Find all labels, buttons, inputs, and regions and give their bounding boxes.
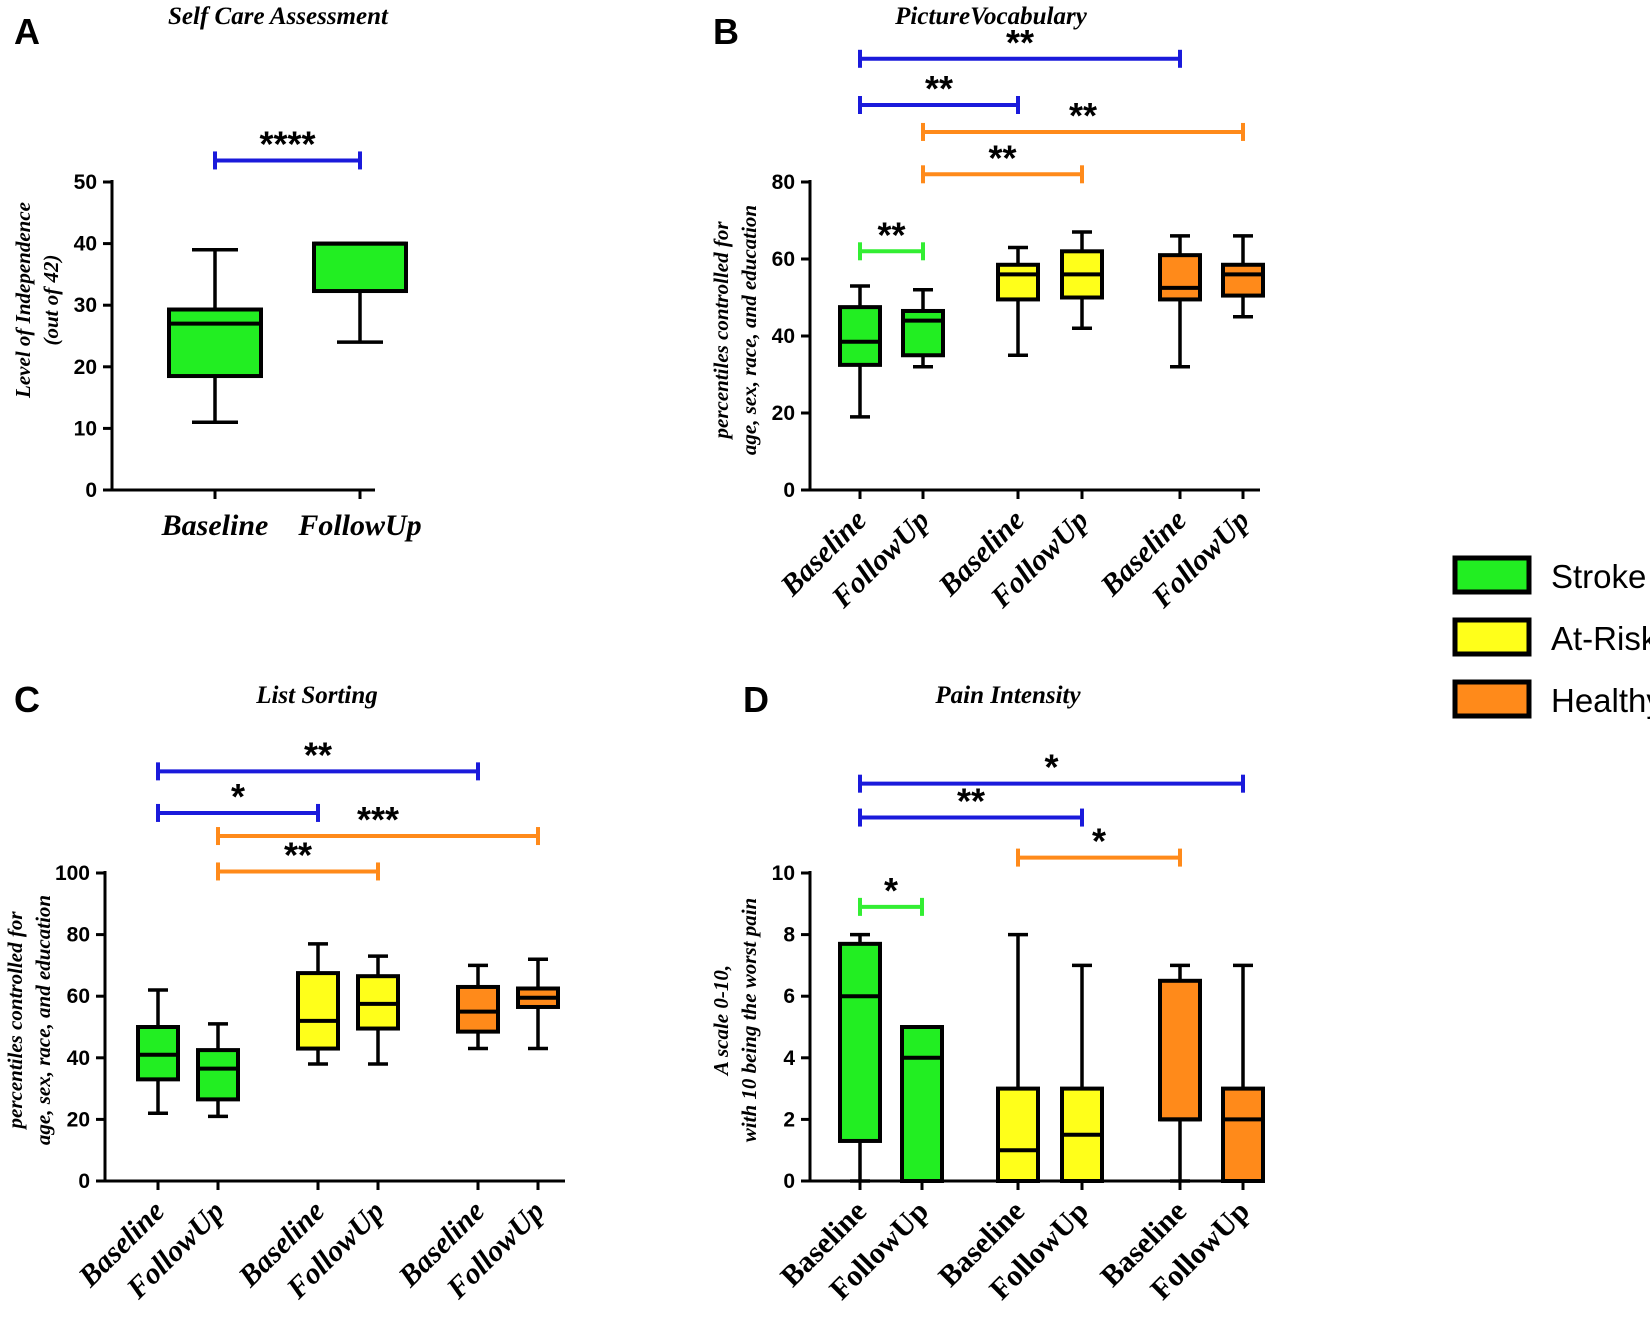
significance-label: ** <box>284 834 312 875</box>
y-tick-label: 0 <box>85 479 97 502</box>
significance-label: * <box>884 870 898 911</box>
significance-label: ** <box>957 781 985 822</box>
y-tick-label: 10 <box>772 862 795 885</box>
x-category-label: Baseline <box>161 509 269 542</box>
y-axis-label-line: (out of 42) <box>39 255 63 346</box>
significance-label: ** <box>925 68 953 109</box>
y-tick-label: 20 <box>772 402 795 425</box>
y-tick-label: 0 <box>783 1170 795 1193</box>
box-atrisk <box>296 971 340 1051</box>
chart-title: Self Care Assessment <box>168 3 389 30</box>
y-axis-label: Level of Independence (out of 42) <box>11 202 63 399</box>
legend-swatch-stroke <box>1452 555 1532 595</box>
y-tick-label: 40 <box>67 1047 90 1070</box>
legend-swatch-healthy <box>1452 679 1532 719</box>
y-axis-label-line: percentiles controlled for <box>709 221 733 441</box>
box-healthy <box>1158 253 1202 302</box>
y-axis-label: A scale 0-10, with 10 being the worst pai… <box>709 898 761 1142</box>
y-tick-label: 0 <box>783 479 795 502</box>
y-tick-label: 8 <box>783 924 795 947</box>
y-tick-label: 0 <box>78 1170 90 1193</box>
y-tick-label: 4 <box>783 1047 795 1070</box>
box-healthy <box>1221 262 1265 298</box>
panel-letter: B <box>713 11 739 52</box>
box-atrisk <box>996 262 1040 302</box>
panel-d: D Pain Intensity A scale 0-10, with 10 bein… <box>709 679 1265 1306</box>
significance-label: ** <box>1006 22 1034 63</box>
y-tick-label: 2 <box>783 1108 795 1131</box>
y-tick-label: 6 <box>783 985 795 1008</box>
y-axis-label-line: age, sex, race, and education <box>31 895 55 1145</box>
y-axis-label-line: A scale 0-10, <box>709 965 733 1077</box>
box-stroke <box>838 305 882 367</box>
significance-label: ** <box>988 137 1016 178</box>
y-tick-label: 80 <box>772 171 795 194</box>
y-tick-label: 20 <box>74 356 97 379</box>
y-axis-label-line: Level of Independence <box>11 202 35 399</box>
y-tick-label: 20 <box>67 1108 90 1131</box>
significance-label: * <box>1044 747 1058 788</box>
y-axis-label-line: percentiles controlled for <box>3 911 27 1131</box>
y-axis-label-line: with 10 being the worst pain <box>737 898 761 1142</box>
panel-b: B PictureVocabulary percentiles controlled… <box>709 3 1265 615</box>
y-axis-label-line: age, sex, race, and education <box>737 205 761 455</box>
box-stroke <box>900 1025 944 1183</box>
box-healthy <box>1221 1086 1265 1183</box>
panel-a: A Self Care Assessment Level of Independen… <box>11 3 422 542</box>
significance-label: **** <box>259 123 315 164</box>
box-stroke <box>196 1048 240 1102</box>
y-axis-label: percentiles controlled for age, sex, race… <box>709 205 761 455</box>
significance-label: ** <box>304 734 332 775</box>
box-healthy <box>1158 978 1202 1122</box>
y-tick-label: 30 <box>74 294 97 317</box>
y-tick-label: 40 <box>74 233 97 256</box>
significance-label: ** <box>877 214 905 255</box>
legend: Stroke At-Risk Healthy <box>1452 555 1650 719</box>
panel-c: C List Sorting percentiles controlled for a… <box>3 679 565 1306</box>
y-tick-label: 50 <box>74 171 97 194</box>
significance-label: *** <box>357 799 399 840</box>
significance-label: ** <box>1069 95 1097 136</box>
box-healthy <box>456 984 500 1034</box>
significance-label: * <box>1092 821 1106 862</box>
box-atrisk <box>996 1086 1040 1183</box>
significance-label: * <box>231 776 245 817</box>
legend-swatch-atrisk <box>1452 617 1532 657</box>
y-tick-label: 100 <box>55 862 90 885</box>
y-tick-label: 80 <box>67 924 90 947</box>
box-stroke <box>167 307 263 379</box>
chart-title: List Sorting <box>255 682 378 709</box>
chart-title: Pain Intensity <box>934 682 1081 709</box>
legend-label: At-Risk <box>1551 620 1650 657</box>
panel-letter: A <box>14 11 40 52</box>
y-tick-label: 10 <box>74 417 97 440</box>
y-tick-label: 40 <box>772 325 795 348</box>
y-tick-label: 60 <box>67 985 90 1008</box>
panel-letter: D <box>743 679 769 720</box>
y-tick-label: 60 <box>772 248 795 271</box>
box-stroke <box>901 308 945 358</box>
box-stroke <box>312 241 408 294</box>
panel-letter: C <box>14 679 40 720</box>
box-stroke <box>838 941 882 1143</box>
legend-label: Healthy <box>1551 682 1650 719</box>
legend-label: Stroke <box>1551 558 1646 595</box>
chart-title: PictureVocabulary <box>894 3 1088 30</box>
y-axis-label: percentiles controlled for age, sex, race… <box>3 895 55 1145</box>
x-category-label: FollowUp <box>297 509 421 542</box>
